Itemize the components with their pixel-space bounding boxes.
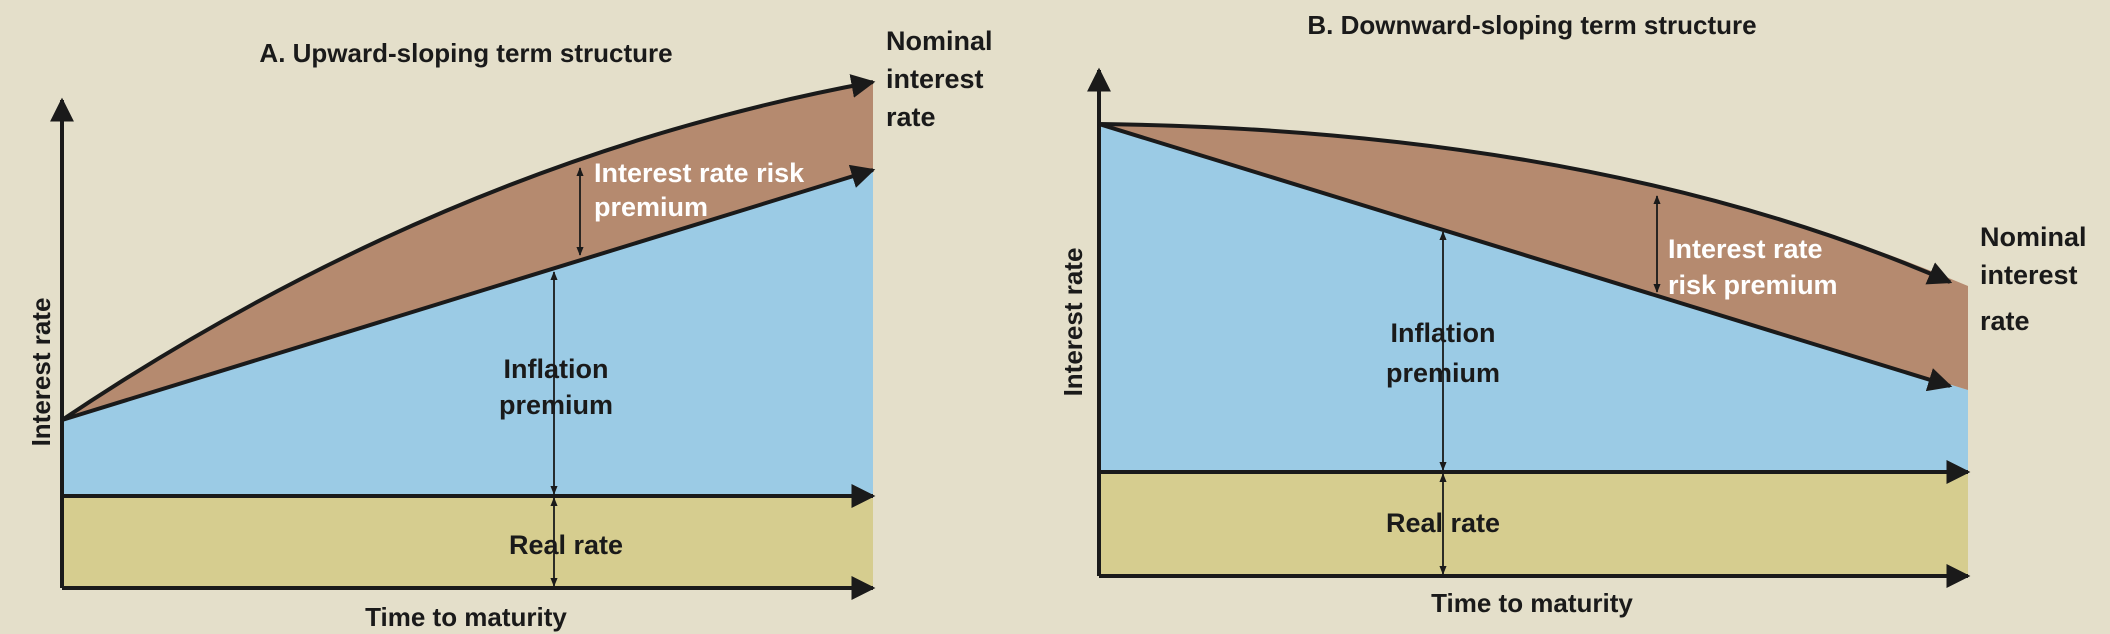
panel-b-inflation-label-1: Inflation bbox=[1391, 318, 1496, 348]
panel-b-inflation-area bbox=[1099, 124, 1968, 472]
panel-a-risk-label-1: Interest rate risk bbox=[594, 158, 805, 188]
panel-b-nominal-label-2: interest bbox=[1980, 260, 2078, 290]
panel-b-inflation-label-2: premium bbox=[1386, 358, 1500, 388]
panel-a-title: A. Upward-sloping term structure bbox=[259, 38, 672, 68]
panel-b-risk-label-1: Interest rate bbox=[1668, 234, 1823, 264]
panel-b-y-axis-label: Interest rate bbox=[1058, 248, 1088, 397]
panel-b-nominal-label-1: Nominal bbox=[1980, 222, 2087, 252]
panel-b-x-axis-label: Time to maturity bbox=[1431, 588, 1633, 618]
panel-b-title: B. Downward-sloping term structure bbox=[1307, 10, 1756, 40]
panel-a-nominal-label-3: rate bbox=[886, 102, 936, 132]
panel-a-real-label: Real rate bbox=[509, 530, 623, 560]
panel-b-risk-label-2: risk premium bbox=[1668, 270, 1838, 300]
panel-a: A. Upward-sloping term structure Nominal… bbox=[26, 26, 993, 632]
panel-b-inflation-line bbox=[1098, 122, 1953, 392]
panel-a-nominal-curve bbox=[60, 74, 876, 422]
panel-b-real-label: Real rate bbox=[1386, 508, 1500, 538]
panel-b: B. Downward-sloping term structure Nomin… bbox=[1058, 10, 2087, 618]
panel-a-real-rate-area bbox=[62, 496, 873, 588]
panel-a-y-axis-label: Interest rate bbox=[26, 298, 56, 447]
panel-a-nominal-label-2: interest bbox=[886, 64, 984, 94]
panel-a-inflation-label-1: Inflation bbox=[504, 354, 609, 384]
panel-a-x-axis-label: Time to maturity bbox=[365, 602, 567, 632]
panel-b-nominal-curve bbox=[1098, 122, 1953, 285]
panel-a-risk-label-2: premium bbox=[594, 192, 708, 222]
panel-a-inflation-line bbox=[61, 164, 876, 422]
panel-a-inflation-label-2: premium bbox=[499, 390, 613, 420]
panel-b-real-rate-area bbox=[1099, 472, 1968, 576]
panel-a-risk-premium-area bbox=[62, 82, 873, 420]
panel-a-nominal-label-1: Nominal bbox=[886, 26, 993, 56]
panel-b-nominal-label-3: rate bbox=[1980, 306, 2030, 336]
panel-a-inflation-area bbox=[62, 170, 873, 496]
